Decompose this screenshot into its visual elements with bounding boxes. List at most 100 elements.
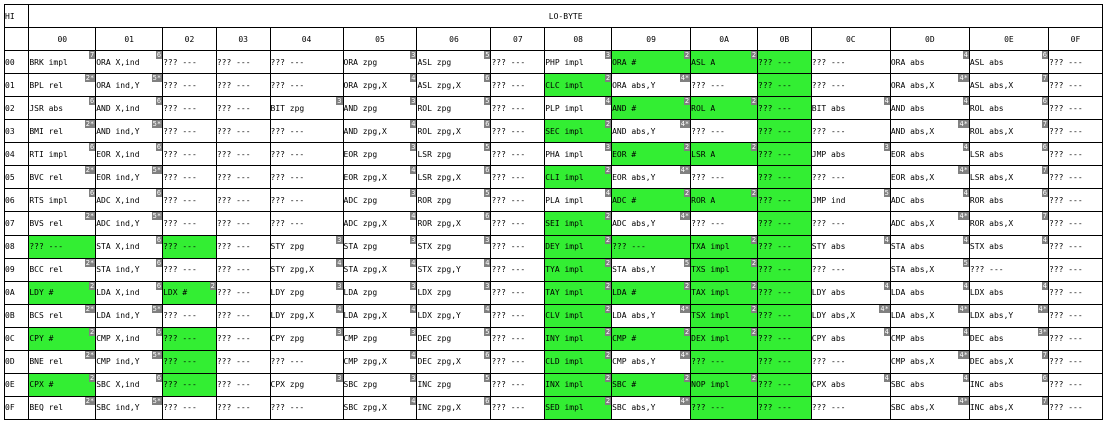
opcode-cell: LDA zpg,X 4 [342, 303, 418, 328]
cycle-count-badge: 6 [155, 258, 162, 267]
opcode-cell: LDY abs,X 4* [810, 303, 891, 328]
cycle-count-badge: 4* [679, 350, 690, 359]
opcode-cell: ??? --- [162, 372, 217, 397]
opcode-cell: ??? --- [1047, 49, 1104, 75]
opcode-mnemonic: ROR abs,X [969, 218, 1014, 228]
cycle-count-badge: 2* [84, 396, 95, 405]
opcode-cell: SED impl 2 [544, 395, 613, 421]
opcode-cell: ??? --- [757, 257, 812, 282]
opcode-cell: TXS impl 2 [690, 257, 759, 282]
opcode-mnemonic: BIT abs [811, 103, 846, 113]
opcode-cell: ??? --- [1047, 188, 1104, 213]
opcode-cell: EOR abs,X 4* [889, 165, 970, 190]
opcode-mnemonic: TXS impl [691, 265, 730, 275]
opcode-mnemonic: CPX zpg [270, 380, 305, 390]
opcode-cell: RTS impl 6 [28, 188, 97, 213]
opcode-mnemonic: LDY abs [811, 288, 846, 298]
opcode-cell: ??? --- [269, 211, 344, 236]
opcode-cell: CMP zpg 3 [342, 326, 418, 351]
opcode-cell: ??? --- [215, 257, 271, 282]
opcode-mnemonic: CMP abs,Y [612, 357, 656, 367]
opcode-mnemonic: AND zpg,X [343, 126, 387, 136]
opcode-cell: ??? --- [490, 211, 546, 236]
opcode-mnemonic: TXA impl [691, 242, 730, 252]
opcode-cell: ??? --- [215, 234, 271, 259]
opcode-mnemonic: STY abs [811, 242, 846, 252]
opcode-mnemonic: ??? --- [1048, 218, 1083, 228]
opcode-mnemonic: AND # [612, 103, 637, 113]
opcode-mnemonic: INC zpg,X [417, 403, 461, 413]
cycle-count-badge: 4 [962, 51, 969, 59]
opcode-mnemonic: ADC abs,Y [612, 218, 656, 228]
opcode-cell: EOR abs 4 [889, 142, 970, 167]
opcode-mnemonic: ADC zpg [343, 195, 378, 205]
opcode-mnemonic: CPX # [29, 380, 54, 390]
cycle-count-badge: 4 [410, 74, 416, 83]
cycle-count-badge: 6 [484, 74, 490, 83]
opcode-cell: ??? --- [215, 142, 271, 167]
opcode-cell: CPY abs 4 [810, 326, 891, 351]
cycle-count-badge: 6 [1041, 143, 1048, 152]
opcode-cell: DEY impl 2 [544, 234, 613, 259]
opcode-mnemonic: AND abs,X [890, 126, 935, 136]
opcode-cell: ??? --- [269, 165, 344, 190]
opcode-cell: ??? --- [1047, 142, 1104, 167]
opcode-cell: ??? --- [490, 349, 546, 374]
opcode-mnemonic: BCC rel [29, 265, 64, 275]
opcode-cell: ??? --- [162, 96, 217, 121]
opcode-cell: ??? --- [757, 211, 812, 236]
opcode-cell: ORA abs,Y 4* [611, 73, 692, 98]
cycle-count-badge: 5* [151, 212, 162, 221]
opcode-mnemonic: ORA abs,Y [612, 80, 656, 90]
opcode-cell: LDX zpg 3 [416, 280, 492, 305]
opcode-cell: ??? --- [490, 73, 546, 98]
opcode-cell: AND abs 4 [889, 96, 970, 121]
lo-byte-title: LO-BYTE [28, 4, 1103, 28]
opcode-mnemonic: ??? --- [491, 357, 526, 367]
cycle-count-badge: 2 [604, 212, 611, 221]
opcode-mnemonic: LDY zpg [270, 288, 305, 298]
column-header: 00 [28, 27, 97, 51]
opcode-cell: CPX # 2 [28, 372, 97, 397]
cycle-count-badge: 2 [683, 327, 690, 336]
cycle-count-badge: 2 [750, 189, 757, 198]
cycle-count-badge: 4* [679, 120, 690, 129]
opcode-cell: LDY abs 4 [810, 280, 891, 305]
opcode-mnemonic: ??? --- [163, 195, 197, 205]
opcode-cell: SBC zpg,X 4 [342, 395, 418, 421]
opcode-mnemonic: TAY impl [545, 288, 584, 298]
cycle-count-badge: 2 [604, 281, 611, 290]
opcode-mnemonic: JMP abs [811, 149, 846, 159]
opcode-mnemonic: LDX abs,Y [969, 311, 1014, 321]
opcode-cell: ??? --- [490, 234, 546, 259]
cycle-count-badge: 7 [88, 51, 95, 59]
opcode-mnemonic: EOR abs [890, 149, 925, 159]
opcode-mnemonic: ROL abs [969, 103, 1004, 113]
opcode-cell: ??? --- [757, 280, 812, 305]
opcode-cell: ??? --- [215, 73, 271, 98]
opcode-mnemonic: ??? --- [1048, 357, 1083, 367]
cycle-count-badge: 5* [151, 396, 162, 405]
opcode-mnemonic: ??? --- [163, 242, 197, 252]
opcode-cell: STA abs 4 [889, 234, 970, 259]
opcode-cell: BNE rel 2* [28, 349, 97, 374]
cycle-count-badge: 4* [958, 212, 969, 221]
table-row: 0F BEQ rel 2* SBC ind,Y 5*??? ---??? ---??? … [3, 395, 1104, 421]
cycle-count-badge: 3 [410, 327, 416, 336]
opcode-mnemonic: DEC abs,X [969, 357, 1014, 367]
opcode-mnemonic: ASL zpg,X [417, 80, 461, 90]
opcode-mnemonic: ??? --- [270, 172, 305, 182]
opcode-cell: TAX impl 2 [690, 280, 759, 305]
opcode-mnemonic: SBC # [612, 380, 637, 390]
opcode-mnemonic: ??? --- [811, 172, 846, 182]
opcode-cell: TAY impl 2 [544, 280, 613, 305]
cycle-count-badge: 7 [1041, 166, 1048, 175]
cycle-count-badge: 2 [604, 350, 611, 359]
opcode-mnemonic: CMP ind,Y [96, 357, 140, 367]
column-header: 05 [342, 27, 418, 51]
cycle-count-badge: 4 [883, 235, 890, 244]
cycle-count-badge: 2 [604, 373, 611, 382]
opcode-cell: CPX zpg 3 [269, 372, 344, 397]
opcode-cell: CPY zpg 3 [269, 326, 344, 351]
cycle-count-badge: 2 [604, 304, 611, 313]
